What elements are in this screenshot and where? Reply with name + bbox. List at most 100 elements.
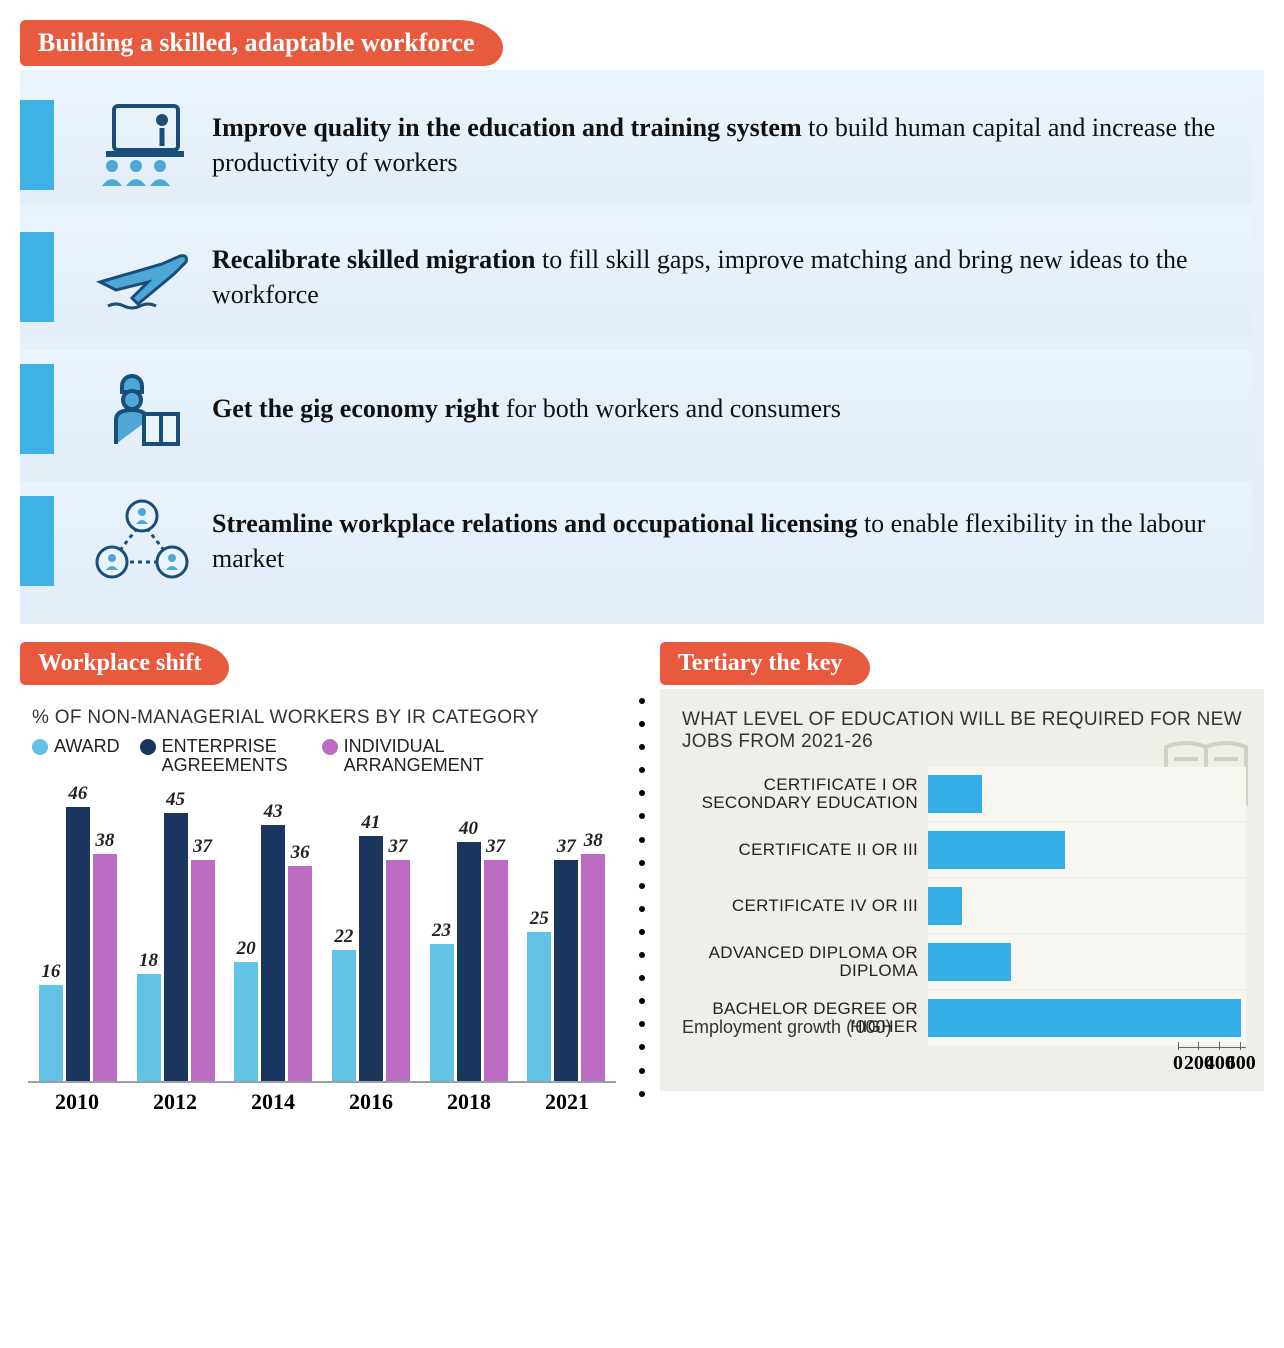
legend-swatch [140,739,156,755]
divider-dots [636,642,648,1123]
banner-item: Streamline workplace relations and occup… [20,482,1252,600]
hbar-fill [928,943,1011,982]
banner-rest: for both workers and consumers [499,394,841,423]
hbar-fill [928,887,962,926]
bar: 45 [164,813,188,1081]
hbar-label: CERTIFICATE I OR SECONDARY EDUCATION [678,776,928,812]
bar: 37 [191,860,215,1081]
bar: 43 [261,825,285,1081]
bar-value-label: 37 [386,836,410,858]
legend-item: ENTERPRISE AGREEMENTS [140,737,302,775]
banner-accent [20,100,54,190]
hbar-track [928,767,1246,821]
bar-value-label: 18 [137,950,161,972]
bar: 37 [484,860,508,1081]
bar-value-label: 36 [288,842,312,864]
bar-chart-xaxis: 201020122014201620182021 [28,1083,616,1115]
banner-text: Improve quality in the education and tra… [212,110,1230,180]
bar: 25 [527,932,551,1081]
network-icon [72,496,212,586]
hbar-fill [928,999,1241,1038]
hbar-xaxis: 0200400600 [1178,1047,1246,1081]
hbar-track [928,935,1246,989]
delivery-icon [72,364,212,454]
chart-legend: AWARD ENTERPRISE AGREEMENTS INDIVIDUAL A… [32,737,616,775]
hbar-label: CERTIFICATE II OR III [678,841,928,859]
main-header-tab: Building a skilled, adaptable workforce [20,20,503,66]
bar: 18 [137,974,161,1081]
hbar-row: CERTIFICATE I OR SECONDARY EDUCATION [678,767,1246,821]
xaxis-label: 2014 [224,1089,322,1115]
bar: 46 [66,807,90,1081]
xaxis-tick: 600 [1226,1042,1256,1075]
bar-value-label: 37 [554,836,578,858]
banner-bold: Streamline workplace relations and occup… [212,509,857,538]
legend-swatch [32,739,48,755]
hbar-label: BACHELOR DEGREE OR HIGHER [678,1000,928,1036]
bar-value-label: 41 [359,812,383,834]
bar: 22 [332,950,356,1081]
banner-text: Get the gig economy right for both worke… [212,391,841,426]
bar: 40 [457,842,481,1080]
bar: 36 [288,866,312,1081]
banner-bold: Get the gig economy right [212,394,499,423]
hbar-row: CERTIFICATE IV OR III [678,879,1246,933]
bar-group: 204336 [227,783,319,1081]
legend-item: AWARD [32,737,120,756]
xaxis-label: 2012 [126,1089,224,1115]
charts-row: Workplace shift % OF NON-MANAGERIAL WORK… [20,642,1264,1123]
xaxis-label: 2016 [322,1089,420,1115]
bar: 38 [93,854,117,1080]
hbar-fill [928,775,982,814]
bar-value-label: 25 [527,908,551,930]
bar-group: 234037 [423,783,515,1081]
training-icon [72,100,212,190]
legend-label: ENTERPRISE AGREEMENTS [162,737,302,775]
bar-value-label: 46 [66,783,90,805]
hbar-label: CERTIFICATE IV OR III [678,897,928,915]
banner-bold: Improve quality in the education and tra… [212,113,802,142]
bar-value-label: 43 [261,801,285,823]
banner-accent [20,364,54,454]
banner-container: Improve quality in the education and tra… [20,70,1264,624]
banner-accent [20,232,54,322]
banner-text: Streamline workplace relations and occup… [212,506,1230,576]
legend-label: AWARD [54,737,120,756]
bar-value-label: 16 [39,961,63,983]
bar-group: 25 3738 [520,783,612,1081]
hbar-track [928,991,1246,1045]
hbar-row: ADVANCED DIPLOMA OR DIPLOMA [678,935,1246,989]
hbar-track [928,879,1246,933]
legend-swatch [322,739,338,755]
workplace-chart-subtitle: % OF NON-MANAGERIAL WORKERS BY IR CATEGO… [32,707,616,729]
tertiary-chart-card: Tertiary the key WHAT LEVEL OF EDUCATION… [660,642,1264,1123]
workplace-chart-card: Workplace shift % OF NON-MANAGERIAL WORK… [20,642,624,1123]
bar-value-label: 20 [234,938,258,960]
bar: 37 [386,860,410,1081]
bar-value-label: 38 [581,830,605,852]
hbar-track [928,823,1246,877]
bar-value-label: 23 [430,920,454,942]
bar-value-label: 45 [164,789,188,811]
hbar-row: BACHELOR DEGREE OR HIGHER [678,991,1246,1045]
bar: 38 [581,854,605,1080]
bar: 16 [39,985,63,1080]
xaxis-label: 2021 [518,1089,616,1115]
xaxis-label: 2018 [420,1089,518,1115]
banner-text: Recalibrate skilled migration to fill sk… [212,242,1230,312]
plane-icon [72,232,212,322]
bar: 23 [430,944,454,1081]
tertiary-chart-tab: Tertiary the key [660,642,870,685]
bar-value-label: 22 [332,926,356,948]
bar-group: 224137 [325,783,417,1081]
bar-value-label: 37 [484,836,508,858]
bar-group: 184537 [130,783,222,1081]
hbar-fill [928,831,1065,870]
bar-group: 164638 [32,783,124,1081]
banner-item: Recalibrate skilled migration to fill sk… [20,218,1252,336]
bar: 20 [234,962,258,1081]
workplace-chart-tab: Workplace shift [20,642,229,685]
bar: 41 [359,836,383,1080]
legend-label: INDIVIDUAL ARRANGEMENT [344,737,504,775]
bar-value-label: 40 [457,818,481,840]
